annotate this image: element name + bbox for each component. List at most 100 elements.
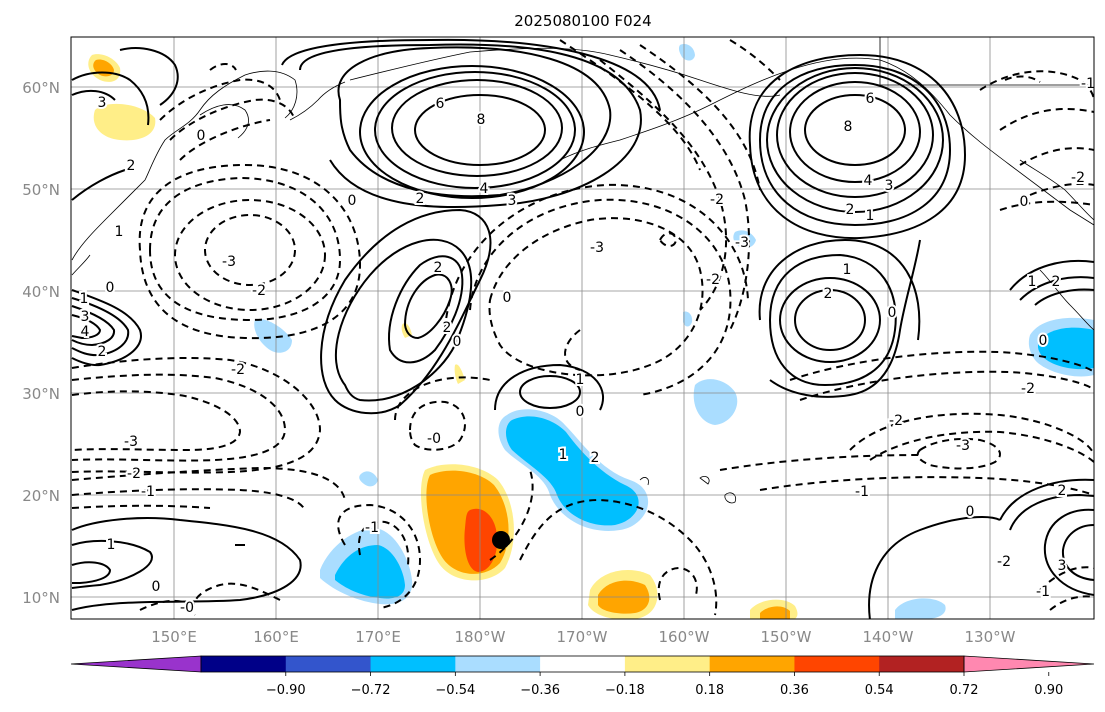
lat-labels: 60°N 50°N 40°N 30°N 20°N 10°N	[22, 79, 60, 607]
label-m2-ne2: -2	[1071, 170, 1085, 186]
lon-label-130w: 130°W	[965, 628, 1016, 646]
colorbar-tick-label: −0.18	[605, 683, 645, 698]
label-m2-east: -2	[706, 272, 720, 288]
label-m2-west: -2	[252, 283, 266, 299]
coastlines	[71, 37, 1094, 504]
label-m1-se: -1	[1036, 584, 1050, 600]
lon-label-180w: 180°W	[455, 628, 506, 646]
label-0-ne2: 0	[1020, 194, 1029, 210]
colorbar-extend-max	[963, 655, 1095, 673]
colorbar-tick-label: 0.36	[780, 683, 809, 698]
label-1-ne: 1	[1028, 274, 1037, 290]
contour-lines	[71, 38, 1094, 619]
lon-label-150w: 150°W	[761, 628, 812, 646]
label-0-ne: 0	[1039, 333, 1048, 349]
label-0-nw: 0	[348, 193, 357, 209]
label-m1-east: -1	[855, 484, 869, 500]
lon-label-150e: 150°E	[151, 628, 197, 646]
colorbar-tick-label: 0.90	[1034, 683, 1063, 698]
label-2-ne: 2	[1052, 274, 1061, 290]
label-1-east: 1	[866, 208, 875, 224]
colorbar-band	[370, 656, 456, 672]
colorbar-band	[201, 656, 287, 672]
label-m1-sw: -1	[141, 484, 155, 500]
label-3-west: 3	[508, 193, 517, 209]
label-3-se: 3	[1058, 558, 1067, 574]
label-2-se: 2	[1058, 483, 1067, 499]
label-m3-sw: -3	[124, 434, 138, 450]
label-1-mid: 1	[576, 372, 585, 388]
lat-label-60: 60°N	[22, 79, 60, 97]
lat-label-20: 20°N	[22, 487, 60, 505]
label-4-w: 4	[81, 324, 90, 340]
label-0-se: 0	[966, 504, 975, 520]
colorbar: −0.90 −0.72 −0.54 −0.36 −0.18 0.18 0.36 0.54 0.7…	[70, 655, 1095, 698]
label-m2-ne: -2	[1021, 381, 1035, 397]
colorbar-tick-label: −0.36	[520, 683, 560, 698]
label-1-nw: 1	[115, 224, 124, 240]
label-6-east: 6	[866, 91, 875, 107]
label-m0-south: -0	[180, 600, 194, 616]
label-m2-central: -2	[710, 192, 724, 208]
label-m3-west: -3	[222, 254, 236, 270]
label-0-east2: 0	[888, 305, 897, 321]
colorbar-tick-label: −0.54	[435, 683, 475, 698]
colorbar-tick-label: −0.90	[266, 683, 306, 698]
label-2-mid: 2	[591, 450, 600, 466]
label-0-mid: 0	[576, 404, 585, 420]
colorbar-extend-min	[70, 655, 202, 673]
lat-label-10: 10°N	[22, 589, 60, 607]
label-1-mid2: 1	[559, 447, 568, 463]
label-2-central: 2	[434, 260, 443, 276]
label-0-nw2: 0	[197, 128, 206, 144]
colorbar-tick-label: 0.54	[865, 683, 894, 698]
label-m0-mid: -0	[427, 431, 441, 447]
label-m2-sw2: -2	[127, 466, 141, 482]
label-8-west: 8	[477, 112, 486, 128]
colorbar-band	[709, 656, 795, 672]
label-m3-ne: -3	[956, 438, 970, 454]
label-2-central-low: 2	[443, 320, 452, 336]
label-m3-east: -3	[735, 235, 749, 251]
label-3-w: 3	[81, 309, 90, 325]
label-1-w: 1	[80, 291, 89, 307]
label-1-south: 1	[107, 537, 116, 553]
label-0-south: 0	[152, 579, 161, 595]
label-0-w: 0	[106, 280, 115, 296]
label-m3-central: -3	[590, 240, 604, 256]
colorbar-band	[794, 656, 880, 672]
label-m1-south: -1	[365, 520, 379, 536]
colorbar-band	[455, 656, 541, 672]
colorbar-frame	[200, 655, 965, 673]
label-2-west: 2	[416, 191, 425, 207]
lon-label-140w: 140°W	[863, 628, 914, 646]
label-2-east: 2	[846, 202, 855, 218]
lon-labels: 150°E 160°E 170°E 180°W 170°W 160°W 150°…	[151, 628, 1015, 646]
label-2-w: 2	[98, 344, 107, 360]
label-6-west: 6	[436, 96, 445, 112]
colorbar-band	[285, 656, 372, 672]
colorbar-tick-label: −0.72	[351, 683, 391, 698]
lat-label-30: 30°N	[22, 385, 60, 403]
label-8-east: 8	[844, 119, 853, 135]
lon-label-160w: 160°W	[659, 628, 710, 646]
label-m1-ne: -1	[1081, 76, 1095, 92]
lon-label-170w: 170°W	[557, 628, 608, 646]
label-0-central2: 0	[503, 290, 512, 306]
label-0-central: 0	[453, 334, 462, 350]
label-3-east: 3	[885, 178, 894, 194]
lon-label-160e: 160°E	[253, 628, 299, 646]
label-1-east2: 1	[843, 262, 852, 278]
grid-lines	[71, 37, 1094, 619]
lat-label-50: 50°N	[22, 181, 60, 199]
colorbar-band	[540, 656, 626, 672]
colorbar-tick-label: 0.18	[695, 683, 724, 698]
label-2-nw: 2	[127, 158, 136, 174]
lon-label-170e: 170°E	[355, 628, 401, 646]
colorbar-tick-label: 0.72	[950, 683, 979, 698]
label-4-west: 4	[480, 181, 489, 197]
colorbar-band	[624, 656, 711, 672]
